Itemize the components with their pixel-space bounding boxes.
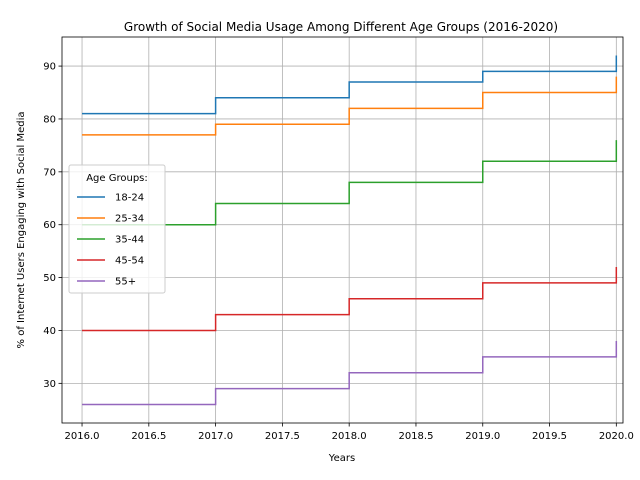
y-tick-label: 70 <box>43 167 56 178</box>
x-tick-label: 2016.0 <box>65 431 100 442</box>
y-tick-label: 90 <box>43 62 56 73</box>
legend: Age Groups: 18-24 25-34 35-44 45-54 55+ <box>68 164 166 294</box>
series-line-18-24 <box>82 55 618 115</box>
legend-title: Age Groups: <box>86 173 148 184</box>
y-tick-label: 40 <box>43 326 56 337</box>
x-tick-label: 2016.5 <box>131 431 166 442</box>
plot-area-frame <box>61 36 624 424</box>
legend-label: 18-24 <box>115 193 144 204</box>
y-tick-label: 30 <box>43 379 56 390</box>
legend-label: 35-44 <box>115 235 144 246</box>
series-line-25-34 <box>82 76 618 136</box>
x-axis-label: Years <box>328 453 355 464</box>
y-tick-label: 50 <box>43 273 56 284</box>
y-tick-label: 80 <box>43 114 56 125</box>
legend-box <box>68 164 166 294</box>
y-tick-label: 60 <box>43 220 56 231</box>
series-line-45-54 <box>82 267 618 332</box>
x-tick-label: 2017.0 <box>198 431 233 442</box>
legend-label: 25-34 <box>115 214 144 225</box>
legend-label: 45-54 <box>115 256 144 267</box>
x-tick-label: 2020.0 <box>599 431 634 442</box>
chart-title: Growth of Social Media Usage Among Diffe… <box>124 20 558 34</box>
x-tick-label: 2019.5 <box>532 431 567 442</box>
legend-items: 18-24 25-34 35-44 45-54 55+ <box>77 193 144 288</box>
series-line-55- <box>82 341 618 406</box>
x-tick-label: 2018.0 <box>332 431 367 442</box>
plot-series <box>82 55 618 406</box>
x-tick-label: 2019.0 <box>465 431 500 442</box>
y-axis-label: % of Internet Users Engaging with Social… <box>16 112 27 349</box>
x-tick-label: 2017.5 <box>265 431 300 442</box>
series-line-35-44 <box>82 140 618 226</box>
legend-label: 55+ <box>115 277 136 288</box>
axis-ticks: 2016.0 2016.5 2017.0 2017.5 2018.0 2018.5 2019… <box>43 62 634 442</box>
x-tick-label: 2018.5 <box>398 431 433 442</box>
